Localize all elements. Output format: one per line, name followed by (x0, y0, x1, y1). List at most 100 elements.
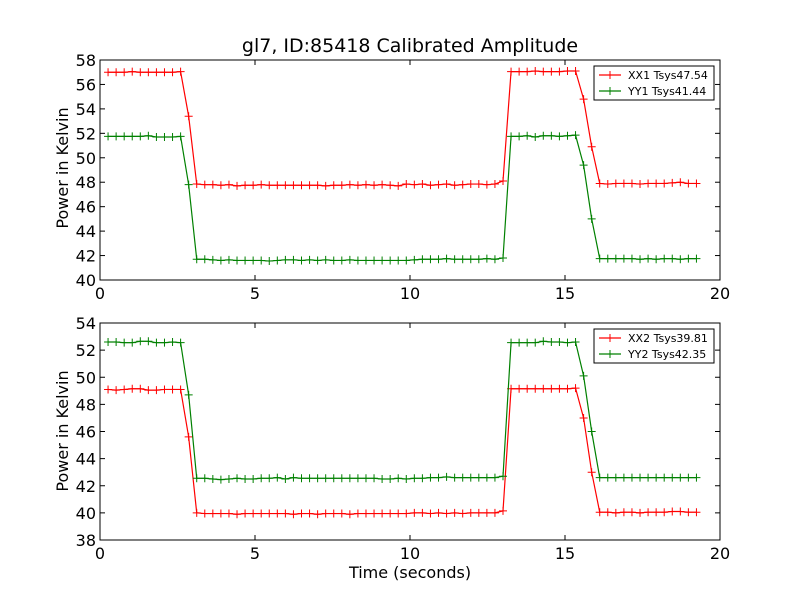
data-point (144, 131, 153, 140)
data-point (345, 510, 354, 519)
data-point (644, 179, 653, 188)
data-point (644, 473, 653, 482)
data-point (539, 67, 548, 76)
data-point (361, 256, 370, 265)
data-point (257, 474, 266, 483)
data-point (241, 509, 250, 518)
data-point (499, 177, 507, 185)
data-point (507, 132, 516, 141)
data-point (208, 255, 217, 264)
data-point (555, 132, 564, 141)
data-point (571, 131, 580, 140)
data-point (265, 181, 274, 190)
chart-title: gl7, ID:85418 Calibrated Amplitude (242, 35, 578, 57)
data-point (515, 67, 524, 76)
data-point (652, 473, 661, 482)
data-point (208, 509, 217, 518)
data-point (619, 179, 628, 188)
y-tick-label: 42 (76, 477, 96, 496)
data-point (563, 131, 572, 140)
data-point (176, 132, 185, 141)
data-point (627, 179, 636, 188)
y-tick-label: 48 (76, 173, 96, 192)
data-point (466, 473, 475, 482)
data-point (652, 255, 661, 264)
data-point (458, 180, 467, 189)
legend-label: XX2 Tsys39.81 (628, 332, 708, 345)
x-tick-label: 15 (555, 284, 575, 303)
data-point (563, 338, 572, 347)
data-point (386, 181, 395, 190)
data-point (660, 179, 669, 188)
data-point (249, 474, 258, 483)
x-axis-label: Time (seconds) (348, 563, 471, 582)
data-point (136, 132, 145, 141)
data-point (345, 474, 354, 483)
data-point (394, 181, 403, 190)
data-point (104, 132, 113, 141)
data-point (281, 181, 290, 190)
x-tick-label: 5 (250, 284, 260, 303)
data-point (152, 133, 161, 141)
data-point (152, 386, 161, 395)
x-tick-label: 15 (555, 544, 575, 563)
data-point (353, 181, 362, 190)
data-point (571, 337, 580, 346)
y-tick-label: 38 (76, 531, 96, 550)
data-point (426, 473, 435, 482)
data-point (410, 474, 419, 483)
data-point (474, 473, 483, 482)
data-point (410, 255, 419, 264)
data-point (402, 256, 411, 265)
data-point (442, 180, 451, 189)
data-point (458, 255, 467, 264)
data-point (531, 67, 540, 75)
data-point (353, 509, 362, 518)
data-point (603, 180, 612, 189)
data-point (531, 133, 540, 141)
data-point (466, 180, 475, 189)
data-point (257, 256, 266, 265)
data-point (200, 474, 209, 483)
data-point (329, 474, 338, 483)
x-tick-label: 20 (710, 544, 730, 563)
data-point (539, 131, 548, 140)
data-point (676, 507, 685, 516)
data-point (216, 509, 225, 518)
data-point (160, 133, 169, 141)
data-point (241, 181, 250, 190)
data-point (337, 509, 346, 518)
data-point (329, 509, 338, 518)
data-point (394, 474, 403, 483)
data-point (515, 338, 524, 347)
data-point (104, 337, 113, 346)
legend-marker (606, 71, 614, 79)
legend-marker (606, 87, 614, 95)
data-point (555, 67, 564, 76)
bottom-ticks: 0 5 10 15 20 38 40 42 44 46 48 50 52 54 (76, 314, 731, 563)
data-point (434, 473, 443, 482)
data-point (305, 181, 314, 190)
y-tick-label: 46 (76, 423, 96, 442)
data-point (547, 131, 556, 140)
data-point (370, 181, 379, 190)
data-point (321, 181, 330, 190)
data-point (160, 385, 169, 394)
data-point (176, 67, 185, 76)
top-legend: XX1 Tsys47.54 YY1 Tsys41.44 (593, 65, 715, 101)
data-point (297, 509, 306, 518)
data-point (692, 508, 701, 517)
data-point (192, 474, 201, 483)
data-point (652, 508, 661, 517)
bottom-plot-data (104, 337, 701, 519)
data-point (523, 338, 532, 347)
data-point (289, 255, 298, 264)
data-point (627, 508, 636, 517)
data-point (233, 510, 242, 519)
data-point (539, 337, 548, 346)
data-point (216, 181, 225, 190)
data-point (257, 180, 266, 189)
legend-marker (606, 334, 614, 342)
data-point (168, 68, 177, 77)
data-point (684, 473, 693, 482)
